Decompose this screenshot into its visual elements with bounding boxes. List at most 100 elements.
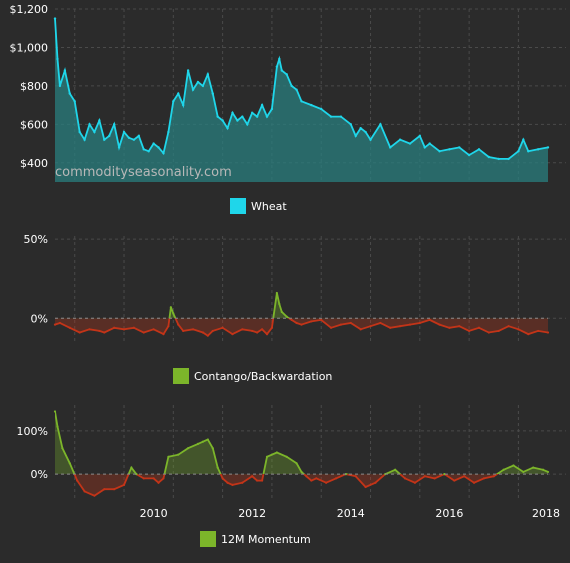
data-point [113,326,116,329]
data-point [349,321,352,325]
data-point [408,142,412,145]
data-point [53,410,57,413]
data-point [162,477,165,480]
data-point [162,332,165,336]
data-point [88,123,91,126]
legend-swatch-contango [173,368,189,384]
data-point [389,326,392,329]
data-point [216,466,219,469]
data-point [63,69,67,72]
data-point [310,103,313,107]
x-tick-label: 2010 [140,507,168,520]
legend-swatch-momentum [200,531,216,547]
data-point [448,148,451,151]
series-area-neg [55,474,548,496]
data-point [428,142,431,145]
data-point [127,136,131,139]
legend-contango[interactable]: Contango/Backwardation [173,368,332,384]
data-point [487,155,491,159]
data-point [364,485,367,489]
data-point [68,462,71,465]
y-tick-label: $400 [20,157,48,170]
series-line-wheat [54,18,549,160]
data-point [329,115,333,118]
data-point [98,329,101,333]
data-point [78,130,81,134]
data-point [216,115,219,118]
data-point [251,475,254,478]
data-point [438,323,441,326]
data-point [53,323,57,326]
data-point [172,100,175,103]
data-point [285,315,288,318]
data-point [162,151,165,155]
data-point [68,326,71,329]
data-point [403,477,407,480]
data-point [255,115,259,118]
series-line-neg [73,474,499,497]
y-tick-label: 0% [31,468,48,481]
data-point [369,325,372,328]
data-point [246,123,249,126]
data-point [413,481,416,484]
data-point [88,328,91,331]
data-point [103,138,106,141]
y-tick-label: 50% [24,233,48,246]
data-point [142,331,145,334]
data-point [191,88,195,91]
data-point [290,84,293,88]
data-point [423,475,426,478]
data-point [251,111,254,115]
data-point [167,325,170,328]
data-point [167,130,170,134]
watermark-text: commodityseasonality.com [55,165,232,180]
data-point [181,103,185,107]
data-point [374,481,377,484]
data-point [285,455,288,458]
data-point [280,69,283,72]
data-point [389,146,392,149]
legend-label-contango: Contango/Backwardation [194,369,333,383]
data-point [487,331,490,334]
data-point [339,323,343,326]
x-tick-label: 2014 [337,507,365,520]
data-point [310,479,313,482]
data-point [157,146,160,149]
data-point [256,479,259,482]
data-point [226,126,229,130]
y-tick-label: $800 [20,80,48,93]
data-point [329,326,333,329]
data-point [221,477,224,480]
data-point [438,150,441,153]
data-point [453,479,456,482]
y-tick-label: $600 [20,118,48,131]
legend-label-wheat: Wheat [251,199,287,213]
data-point [58,84,62,88]
data-point [354,475,357,478]
data-point [196,442,200,445]
data-point [512,464,515,467]
data-point [398,138,402,141]
data-point [251,329,254,333]
data-point [211,329,214,333]
series-area-pos [55,411,548,475]
data-point [78,331,81,334]
data-point [320,107,323,111]
series-line-pos [168,292,291,319]
data-point [467,153,471,157]
legend-swatch-wheat [230,198,246,214]
data-point [315,477,318,480]
legend-momentum[interactable]: 12M Momentum [200,531,311,547]
legend-wheat[interactable]: Wheat [230,198,287,214]
data-point [231,483,234,486]
data-point [177,453,180,456]
data-point [477,148,481,151]
data-point [135,472,138,476]
data-point [537,329,540,333]
data-point [507,157,510,161]
data-point [280,310,283,314]
y-tick-label: $1,000 [10,41,49,54]
data-point [325,481,328,484]
